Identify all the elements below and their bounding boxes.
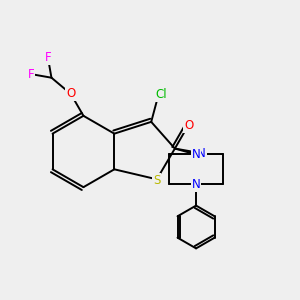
Text: S: S [153,174,160,187]
Text: O: O [66,87,75,101]
Text: N: N [192,148,200,161]
Text: N: N [197,147,206,160]
Text: F: F [44,51,51,64]
Text: Cl: Cl [155,88,167,101]
Text: N: N [192,178,200,191]
Text: O: O [184,119,194,132]
Text: F: F [28,68,34,81]
